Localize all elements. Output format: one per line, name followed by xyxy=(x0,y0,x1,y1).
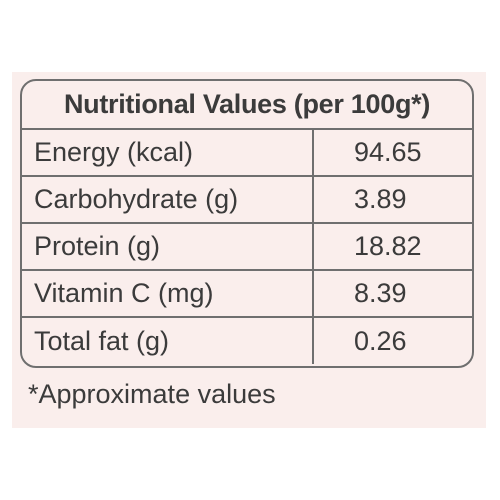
nutrition-table: Nutritional Values (per 100g*) Energy (k… xyxy=(20,79,474,368)
nutrient-label: Protein (g) xyxy=(22,224,314,269)
footnote: *Approximate values xyxy=(28,379,276,409)
table-title: Nutritional Values (per 100g*) xyxy=(22,81,472,130)
nutrient-label: Total fat (g) xyxy=(22,318,314,364)
nutrient-value: 94.65 xyxy=(354,137,422,167)
nutrient-value: 3.89 xyxy=(354,184,407,214)
table-row: Vitamin C (mg) 8.39 xyxy=(22,271,472,318)
table-row: Protein (g) 18.82 xyxy=(22,224,472,271)
nutrient-value: 0.26 xyxy=(354,325,407,356)
nutrient-value: 18.82 xyxy=(354,231,422,261)
nutrient-label: Energy (kcal) xyxy=(22,130,314,175)
nutrition-panel: Nutritional Values (per 100g*) Energy (k… xyxy=(12,72,486,428)
table-row: Carbohydrate (g) 3.89 xyxy=(22,177,472,224)
table-row: Total fat (g) 0.26 xyxy=(22,318,472,364)
nutrient-label: Vitamin C (mg) xyxy=(22,271,314,316)
nutrient-label: Carbohydrate (g) xyxy=(22,177,314,222)
table-row: Energy (kcal) 94.65 xyxy=(22,130,472,177)
nutrient-value: 8.39 xyxy=(354,278,407,308)
